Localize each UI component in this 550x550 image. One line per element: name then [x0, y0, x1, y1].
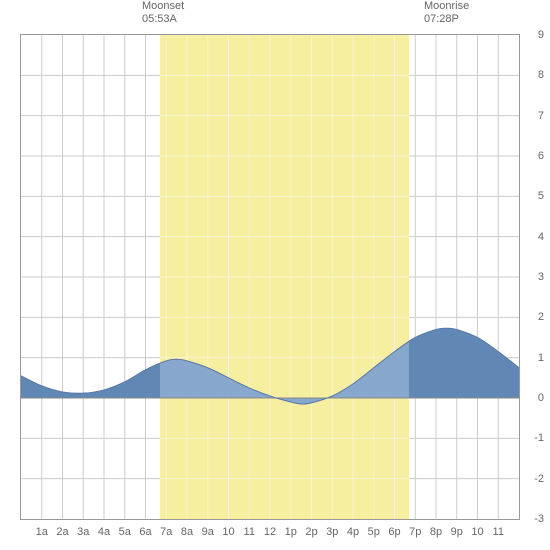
y-tick: -1 — [534, 432, 544, 444]
x-tick: 7a — [160, 526, 172, 538]
y-axis: -3-2-10123456789 — [524, 34, 544, 520]
moon-event-time: 05:53A — [142, 13, 184, 26]
y-tick: 7 — [538, 110, 544, 122]
x-axis: 1a 2a 3a 4a 5a 6a 7a 8a 9a 10 11 12 1p 2p 3p 4p 5p 6p 7p 8p… — [20, 526, 520, 542]
y-tick: 5 — [538, 190, 544, 202]
x-tick: 7p — [409, 526, 421, 538]
x-tick: 8a — [181, 526, 193, 538]
moon-event: Moonset05:53A — [142, 0, 184, 26]
y-tick: 2 — [538, 311, 544, 323]
moon-event: Moonrise07:28P — [424, 0, 469, 26]
x-tick: 5a — [119, 526, 131, 538]
x-tick: 3p — [326, 526, 338, 538]
y-tick: 8 — [538, 69, 544, 81]
x-tick: 9p — [451, 526, 463, 538]
x-tick: 1p — [285, 526, 297, 538]
x-tick: 11 — [244, 526, 255, 538]
plot-svg — [21, 35, 519, 519]
y-tick: 9 — [538, 29, 544, 41]
x-tick: 1a — [36, 526, 48, 538]
y-tick: 4 — [538, 231, 544, 243]
x-tick: 4a — [98, 526, 110, 538]
plot-area — [20, 34, 520, 520]
y-tick: 1 — [538, 352, 544, 364]
x-tick: 9a — [202, 526, 214, 538]
x-tick: 8p — [430, 526, 442, 538]
x-tick: 5p — [368, 526, 380, 538]
x-tick: 6a — [139, 526, 151, 538]
y-tick: 0 — [538, 392, 544, 404]
header-labels: Moonset05:53A Moonrise07:28P — [0, 0, 550, 34]
y-tick: 3 — [538, 271, 544, 283]
y-tick: 6 — [538, 150, 544, 162]
moon-event-title: Moonrise — [424, 0, 469, 13]
x-tick: 6p — [388, 526, 400, 538]
x-tick: 10 — [222, 526, 234, 538]
x-tick: 4p — [347, 526, 359, 538]
tide-chart: Moonset05:53AMoonrise07:28P -3-2-1012345… — [0, 0, 550, 550]
x-tick: 11 — [493, 526, 504, 538]
moon-event-title: Moonset — [142, 0, 184, 13]
x-tick: 2a — [56, 526, 68, 538]
y-tick: -3 — [534, 513, 544, 525]
x-tick: 12 — [264, 526, 276, 538]
y-tick: -2 — [534, 473, 544, 485]
x-tick: 2p — [305, 526, 317, 538]
x-tick: 10 — [471, 526, 483, 538]
moon-event-time: 07:28P — [424, 13, 469, 26]
x-tick: 3a — [77, 526, 89, 538]
